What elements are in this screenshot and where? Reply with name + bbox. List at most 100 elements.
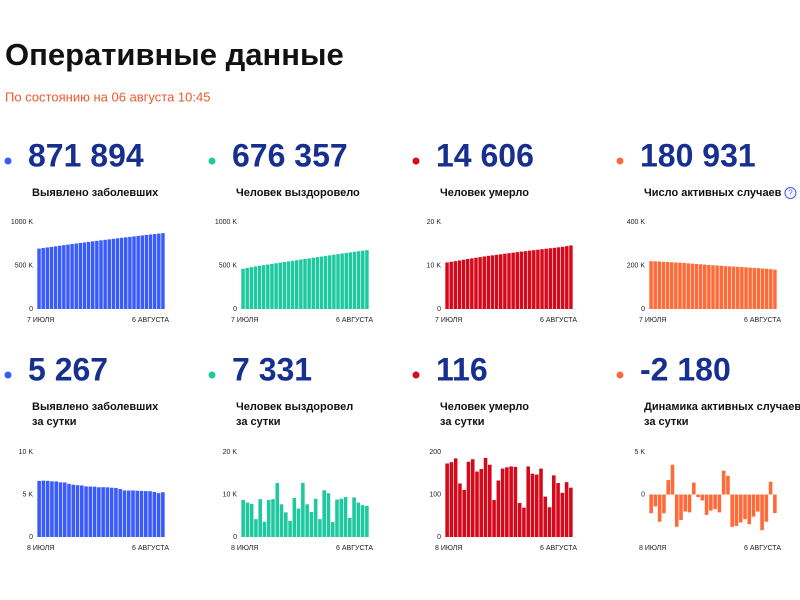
help-icon-text[interactable]: ?: [788, 189, 793, 198]
bar: [115, 238, 120, 309]
stat-value: 116: [436, 351, 488, 387]
x-tick-label: 6 АВГУСТА: [132, 317, 169, 324]
bar: [734, 494, 739, 526]
bar: [261, 265, 266, 309]
stat-value: 14 606: [436, 137, 534, 173]
bar: [140, 235, 145, 309]
x-tick-label: 6 АВГУСТА: [132, 545, 169, 552]
bar: [313, 498, 318, 537]
bar: [457, 260, 462, 309]
stat-label: Человек умерло: [440, 187, 529, 199]
bar: [266, 264, 270, 309]
bar: [496, 480, 501, 537]
bar: [262, 521, 267, 537]
stat-value: 871 894: [28, 137, 144, 173]
y-tick-label: 200 K: [627, 262, 646, 269]
bar: [152, 234, 157, 309]
bar: [152, 491, 157, 537]
bar: [756, 268, 761, 309]
stat-label: за сутки: [440, 416, 485, 428]
bar: [569, 487, 573, 537]
bar: [326, 493, 331, 537]
bar: [241, 268, 245, 309]
bar: [751, 494, 756, 517]
bar: [760, 494, 764, 531]
y-tick-label: 0: [233, 534, 237, 541]
y-tick-label: 5 K: [634, 449, 645, 456]
bar: [752, 267, 757, 309]
bar: [678, 262, 682, 309]
bar: [352, 251, 357, 309]
bar: [465, 259, 470, 309]
bar: [278, 262, 282, 309]
bar: [526, 466, 530, 537]
bar: [483, 457, 488, 537]
bar: [156, 493, 161, 537]
bar: [773, 269, 777, 309]
bar: [282, 262, 287, 309]
help-icon: [784, 187, 797, 199]
bar: [71, 484, 76, 537]
bar: [731, 266, 736, 309]
bar: [690, 263, 695, 309]
bar: [340, 253, 344, 309]
bar: [679, 494, 683, 520]
bar: [336, 254, 340, 309]
bar: [556, 483, 560, 537]
y-tick-label: 20 K: [223, 449, 238, 456]
bar: [768, 481, 773, 495]
bar: [760, 268, 765, 309]
bar: [544, 248, 548, 309]
bar: [490, 255, 495, 309]
bar: [365, 505, 369, 537]
bar: [711, 265, 715, 309]
bar: [709, 494, 713, 511]
bar: [719, 265, 723, 309]
y-tick-label: 1000 K: [215, 219, 238, 226]
timestamp: По состоянию на 06 августа 10:45: [5, 89, 210, 104]
x-tick-label: 8 ИЮЛЯ: [27, 545, 54, 552]
bar: [257, 265, 262, 309]
y-tick-label: 200: [429, 449, 441, 456]
bar: [66, 244, 70, 309]
x-tick-label: 6 АВГУСТА: [540, 317, 577, 324]
x-tick-label: 6 АВГУСТА: [540, 545, 577, 552]
bar: [118, 489, 122, 537]
status-dot: [4, 157, 12, 165]
bar: [717, 494, 722, 513]
y-tick-label: 500 K: [219, 262, 238, 269]
bar: [45, 480, 50, 537]
bar: [547, 507, 552, 537]
y-tick-label: 0: [437, 306, 441, 313]
bar: [511, 252, 515, 309]
bar: [45, 247, 50, 309]
bar: [505, 467, 509, 537]
bar: [523, 251, 528, 309]
stat-label: Человек выздоровел: [236, 401, 353, 413]
status-dot: [412, 157, 420, 165]
bar: [686, 263, 690, 309]
bar: [131, 490, 135, 537]
bar: [721, 470, 726, 495]
bar: [328, 255, 332, 309]
bar: [449, 462, 454, 537]
y-tick-label: 500 K: [15, 262, 34, 269]
y-tick-label: 0: [29, 306, 33, 313]
page-title: Оперативные данные: [5, 37, 344, 72]
bar: [74, 243, 78, 309]
bar: [292, 497, 297, 537]
bar: [161, 492, 165, 537]
bar: [478, 257, 482, 309]
bar: [343, 497, 348, 537]
bar: [503, 253, 507, 309]
bar: [107, 239, 111, 309]
bar: [62, 245, 66, 309]
bar: [466, 461, 471, 537]
x-tick-label: 8 ИЮЛЯ: [639, 545, 666, 552]
bar: [301, 483, 305, 537]
bar: [649, 494, 653, 514]
bar: [315, 257, 320, 309]
bar: [335, 499, 339, 537]
x-tick-label: 6 АВГУСТА: [336, 317, 373, 324]
